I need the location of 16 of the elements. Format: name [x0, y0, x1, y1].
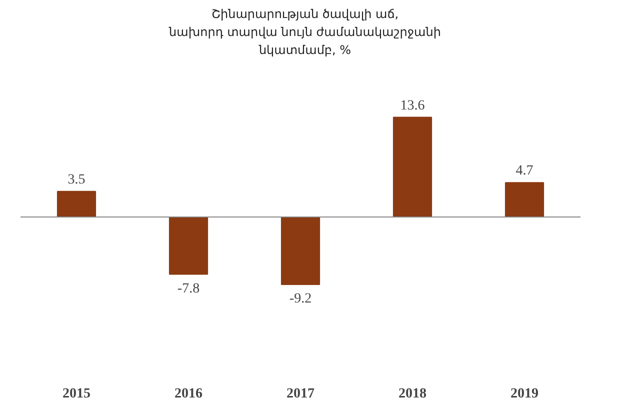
data-label: -7.8: [177, 281, 200, 296]
bar: [168, 216, 208, 275]
x-tick-label: 2018: [398, 386, 426, 402]
bar: [392, 116, 432, 218]
data-label: 3.5: [68, 172, 86, 188]
x-tick-label: 2017: [286, 386, 314, 402]
x-tick-label: 2015: [62, 386, 90, 402]
bar: [504, 182, 544, 218]
bar: [280, 216, 320, 286]
x-tick-label: 2016: [174, 386, 202, 402]
data-label: 13.6: [400, 98, 425, 114]
x-tick-label: 2019: [510, 386, 538, 402]
bar: [56, 190, 96, 218]
chart-title: Շինարարության ծավալի աճ, նախորդ տարվա նույն ժամանակաշրջանի նկատմամբ, %: [169, 6, 441, 59]
data-label: -9.2: [289, 292, 312, 307]
data-label: 4.7: [516, 164, 534, 179]
